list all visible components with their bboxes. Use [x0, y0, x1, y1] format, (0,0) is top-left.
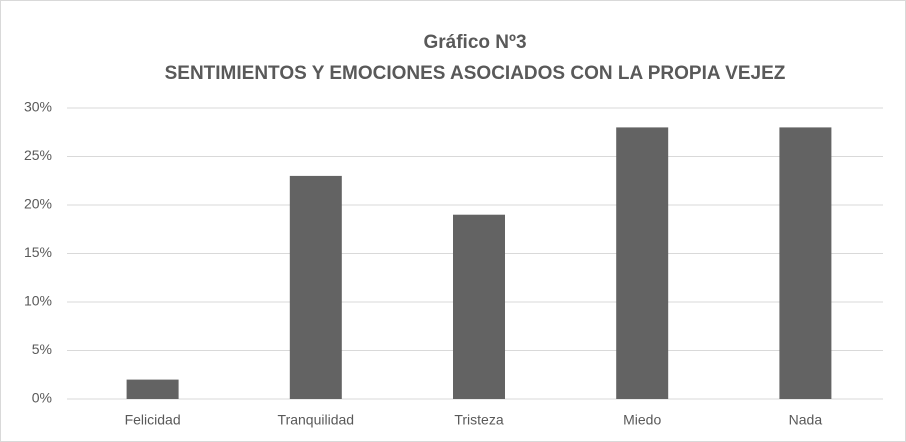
bar: [126, 379, 179, 399]
chart-subtitle: SENTIMIENTOS Y EMOCIONES ASOCIADOS CON L…: [165, 63, 786, 84]
x-tick-label: Felicidad: [125, 412, 181, 428]
x-tick-label: Tranquilidad: [278, 412, 355, 428]
bar: [289, 175, 342, 399]
y-tick-label: 25%: [24, 147, 52, 163]
y-tick-label: 10%: [24, 293, 52, 309]
x-tick-label: Miedo: [623, 412, 661, 428]
bar: [616, 127, 669, 400]
y-tick-label: 0%: [32, 390, 52, 406]
bar: [779, 127, 832, 400]
x-tick-label: Tristeza: [454, 412, 503, 428]
bar: [453, 214, 505, 399]
x-tick-label: Nada: [789, 412, 823, 428]
chart-title: Gráfico Nº3: [423, 32, 526, 53]
y-tick-label: 15%: [24, 244, 52, 260]
y-tick-label: 20%: [24, 196, 52, 212]
y-tick-label: 5%: [32, 341, 52, 357]
y-tick-label: 30%: [24, 99, 52, 115]
